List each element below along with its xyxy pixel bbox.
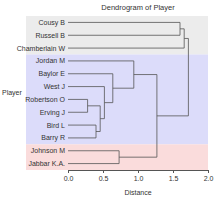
x-tick-mark (173, 170, 174, 173)
x-tick: 2.0 (204, 170, 214, 182)
x-tick-label: 1.0 (134, 175, 144, 182)
merge-link (68, 61, 134, 88)
leaf-label: Johnson M (31, 147, 65, 154)
leaf-label: West J (44, 83, 65, 90)
leaf-label: Jabbar K.A. (28, 160, 65, 167)
cluster-band (26, 144, 208, 170)
x-tick: 1.5 (169, 170, 179, 182)
x-tick-label: 2.0 (204, 175, 214, 182)
merge-link (157, 38, 189, 115)
chart-title: Dendrogram of Player (101, 3, 175, 12)
y-axis-title: Player (2, 89, 23, 97)
cluster-bands (26, 16, 208, 170)
leaf-label: Robertson O (25, 96, 65, 103)
leaf-label: Bird L (47, 122, 65, 129)
x-tick: 0.5 (99, 170, 109, 182)
x-axis: 0.0 0.5 1.0 1.5 2.0 (64, 170, 214, 182)
chart: Cousy B Russell B Chamberlain W Jordan M Bay… (0, 0, 220, 200)
leaf-label: Erving J (40, 109, 65, 117)
leaf-label: Jordan M (36, 57, 65, 64)
merge-link (88, 106, 101, 132)
merge-link (68, 99, 88, 112)
merge-link (68, 29, 184, 48)
x-tick: 1.0 (134, 170, 144, 182)
merge-link (68, 87, 104, 119)
x-axis-title: Distance (124, 189, 151, 196)
leaf-label: Cousy B (39, 19, 66, 27)
x-tick-mark (103, 170, 104, 173)
leaf-label: Chamberlain W (17, 45, 66, 52)
leaf-label: Russell B (35, 32, 65, 39)
x-tick-mark (208, 170, 209, 173)
x-tick: 0.0 (64, 170, 74, 182)
merge-link (68, 151, 119, 164)
x-tick-label: 1.5 (169, 175, 179, 182)
x-tick-mark (68, 170, 69, 173)
leaf-label: Barry R (41, 134, 65, 142)
merge-link (68, 74, 113, 103)
x-tick-label: 0.5 (99, 175, 109, 182)
merge-link (68, 125, 96, 138)
leaf-label: Baylor E (39, 70, 66, 78)
x-tick-label: 0.0 (64, 175, 74, 182)
links (68, 22, 188, 163)
leaf-labels: Cousy B Russell B Chamberlain W Jordan M Bay… (17, 19, 66, 167)
merge-link (119, 75, 157, 158)
merge-link (68, 22, 180, 35)
cluster-band (26, 55, 208, 145)
x-tick-mark (138, 170, 139, 173)
